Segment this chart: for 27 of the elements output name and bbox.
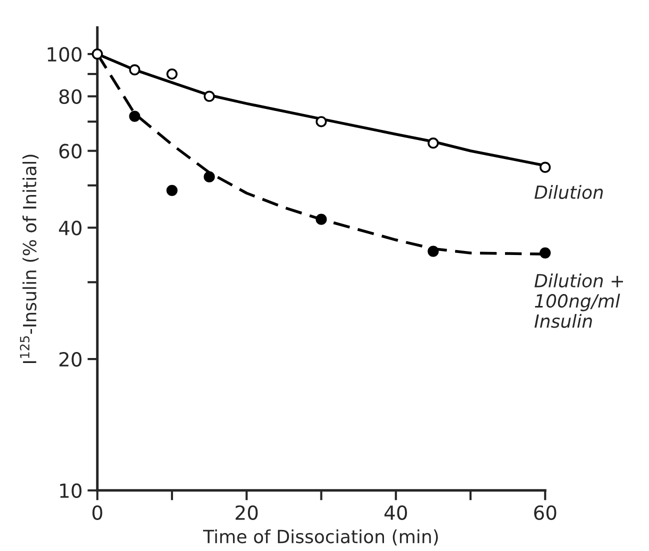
point <box>428 246 439 257</box>
y-axis-title: I$^{125}$-Insulin (% of Initial) <box>20 154 39 364</box>
x-tick-label: 20 <box>236 505 258 520</box>
point <box>166 184 178 196</box>
x-tick-label: 0 <box>92 505 102 520</box>
point <box>129 64 140 76</box>
point <box>428 138 439 149</box>
y-tick-label: 100 <box>48 46 82 62</box>
point <box>204 90 215 102</box>
y-tick-label: 10 <box>60 483 82 498</box>
y-tick-label: 60 <box>59 144 82 159</box>
series-label: Dilution + 100ng/ml Insulin <box>534 274 623 328</box>
point <box>316 116 327 128</box>
x-tick-label: 60 <box>534 505 556 520</box>
series-label: Dilution <box>534 185 603 200</box>
x-axis-title: Time of Dissociation (min) <box>203 529 438 546</box>
y-tick-label: 20 <box>59 352 82 367</box>
point <box>540 247 551 259</box>
point <box>129 110 140 122</box>
y-tick-label: 40 <box>58 220 82 236</box>
point <box>166 68 178 80</box>
point <box>204 171 215 182</box>
x-tick-label: 40 <box>384 505 407 520</box>
point <box>92 48 103 60</box>
point <box>540 162 551 173</box>
y-tick-label: 80 <box>59 89 82 104</box>
point <box>316 214 327 225</box>
